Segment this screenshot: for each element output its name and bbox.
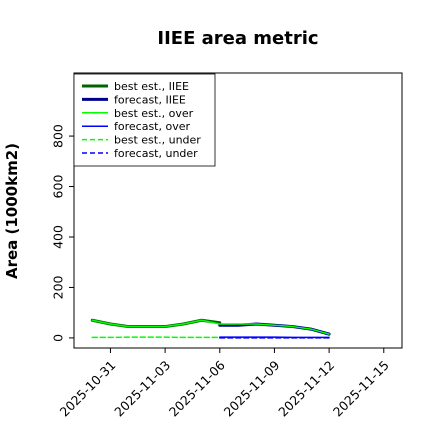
y-tick-label: 600 [51,175,66,199]
legend-label: best est., IIEE [114,80,189,93]
series-line [91,319,330,335]
legend-label: forecast, under [114,147,198,160]
x-tick-label: 2025-10-31 [57,358,119,420]
plot-frame [73,72,403,349]
x-tick-label: 2025-11-15 [330,358,392,420]
legend-box [73,73,216,167]
y-tick-label: 200 [51,275,66,299]
legend-label: best est., over [114,107,194,120]
y-tick-label: 0 [51,334,66,342]
y-tick-label: 400 [51,225,66,249]
plot-area: 02004006008002025-10-312025-11-032025-11… [51,72,403,420]
y-tick-label: 800 [51,124,66,148]
chart-title: IIEE area metric [157,28,318,49]
y-axis-label: Area (1000km2) [3,143,21,279]
legend-label: best est., under [114,134,201,147]
x-tick-label: 2025-11-09 [221,357,283,419]
legend-label: forecast, IIEE [114,93,186,106]
x-tick-label: 2025-11-12 [275,358,337,420]
x-tick-label: 2025-11-06 [166,357,228,419]
series-group [90,318,331,339]
legend-label: forecast, over [114,120,190,133]
x-tick-label: 2025-11-03 [111,358,173,420]
